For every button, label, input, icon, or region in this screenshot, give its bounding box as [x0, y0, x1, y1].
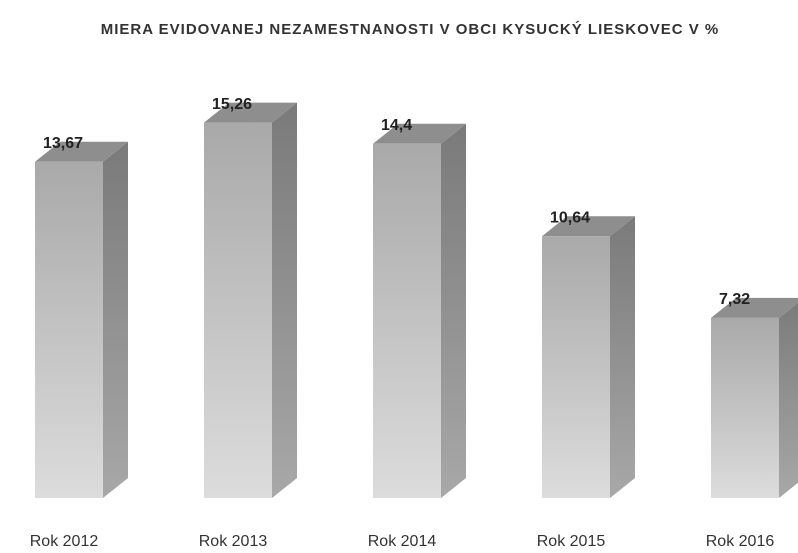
bar-side	[441, 123, 466, 498]
bar-top	[542, 216, 635, 237]
x-tick-label: Rok 2016	[706, 533, 775, 550]
bar	[542, 236, 610, 499]
bar-top	[373, 123, 466, 144]
bar	[204, 122, 272, 498]
bar-side	[779, 302, 798, 498]
data-label: 10,64	[550, 209, 590, 226]
bar	[711, 317, 779, 498]
x-tick-label: Rok 2012	[30, 533, 99, 550]
bar	[373, 143, 441, 498]
chart-title: MIERA EVIDOVANEJ NEZAMESTNANOSTI V OBCI …	[101, 20, 720, 38]
bar-top	[711, 297, 798, 318]
x-tick-label: Rok 2014	[368, 533, 437, 550]
x-tick-label: Rok 2015	[537, 533, 606, 550]
bar-top	[35, 141, 128, 162]
bar-side	[272, 102, 297, 498]
bar-side	[610, 216, 635, 499]
bar-side	[103, 141, 128, 498]
x-tick-label: Rok 2013	[199, 533, 268, 550]
data-label: 7,32	[719, 291, 750, 308]
data-label: 15,26	[212, 96, 252, 113]
bar-top	[204, 102, 297, 123]
data-label: 14,4	[381, 117, 412, 134]
bar	[35, 161, 103, 498]
data-label: 13,67	[43, 135, 83, 152]
